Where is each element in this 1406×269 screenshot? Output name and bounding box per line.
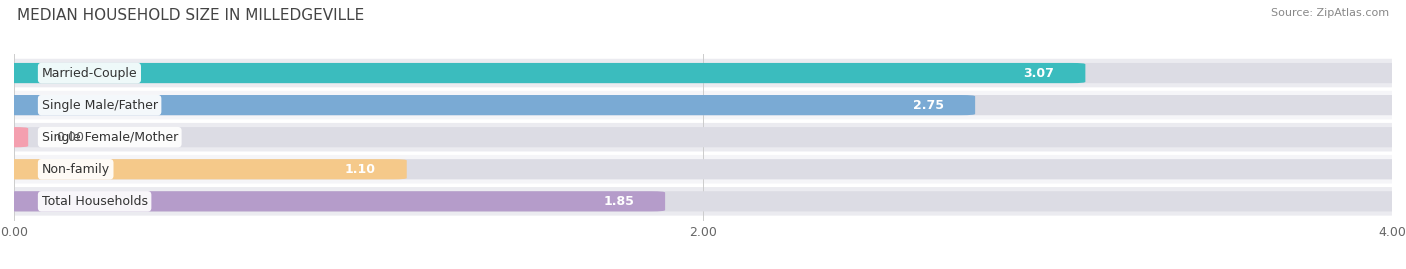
FancyBboxPatch shape <box>14 91 1392 119</box>
FancyBboxPatch shape <box>0 191 665 211</box>
Text: 1.10: 1.10 <box>344 163 375 176</box>
Text: Source: ZipAtlas.com: Source: ZipAtlas.com <box>1271 8 1389 18</box>
FancyBboxPatch shape <box>0 95 1406 115</box>
FancyBboxPatch shape <box>0 127 1406 147</box>
Text: 0.00: 0.00 <box>56 131 84 144</box>
FancyBboxPatch shape <box>0 191 1406 211</box>
FancyBboxPatch shape <box>14 187 1392 216</box>
FancyBboxPatch shape <box>0 159 1406 179</box>
FancyBboxPatch shape <box>0 63 1085 83</box>
Text: MEDIAN HOUSEHOLD SIZE IN MILLEDGEVILLE: MEDIAN HOUSEHOLD SIZE IN MILLEDGEVILLE <box>17 8 364 23</box>
FancyBboxPatch shape <box>0 63 1406 83</box>
Text: Married-Couple: Married-Couple <box>42 66 138 80</box>
Text: Non-family: Non-family <box>42 163 110 176</box>
Text: 3.07: 3.07 <box>1024 66 1054 80</box>
Text: Single Male/Father: Single Male/Father <box>42 99 157 112</box>
Text: Single Female/Mother: Single Female/Mother <box>42 131 179 144</box>
FancyBboxPatch shape <box>0 95 976 115</box>
FancyBboxPatch shape <box>0 127 28 147</box>
FancyBboxPatch shape <box>14 123 1392 151</box>
Text: 2.75: 2.75 <box>912 99 945 112</box>
FancyBboxPatch shape <box>0 159 406 179</box>
FancyBboxPatch shape <box>14 155 1392 183</box>
FancyBboxPatch shape <box>14 59 1392 87</box>
Text: Total Households: Total Households <box>42 195 148 208</box>
Text: 1.85: 1.85 <box>603 195 634 208</box>
